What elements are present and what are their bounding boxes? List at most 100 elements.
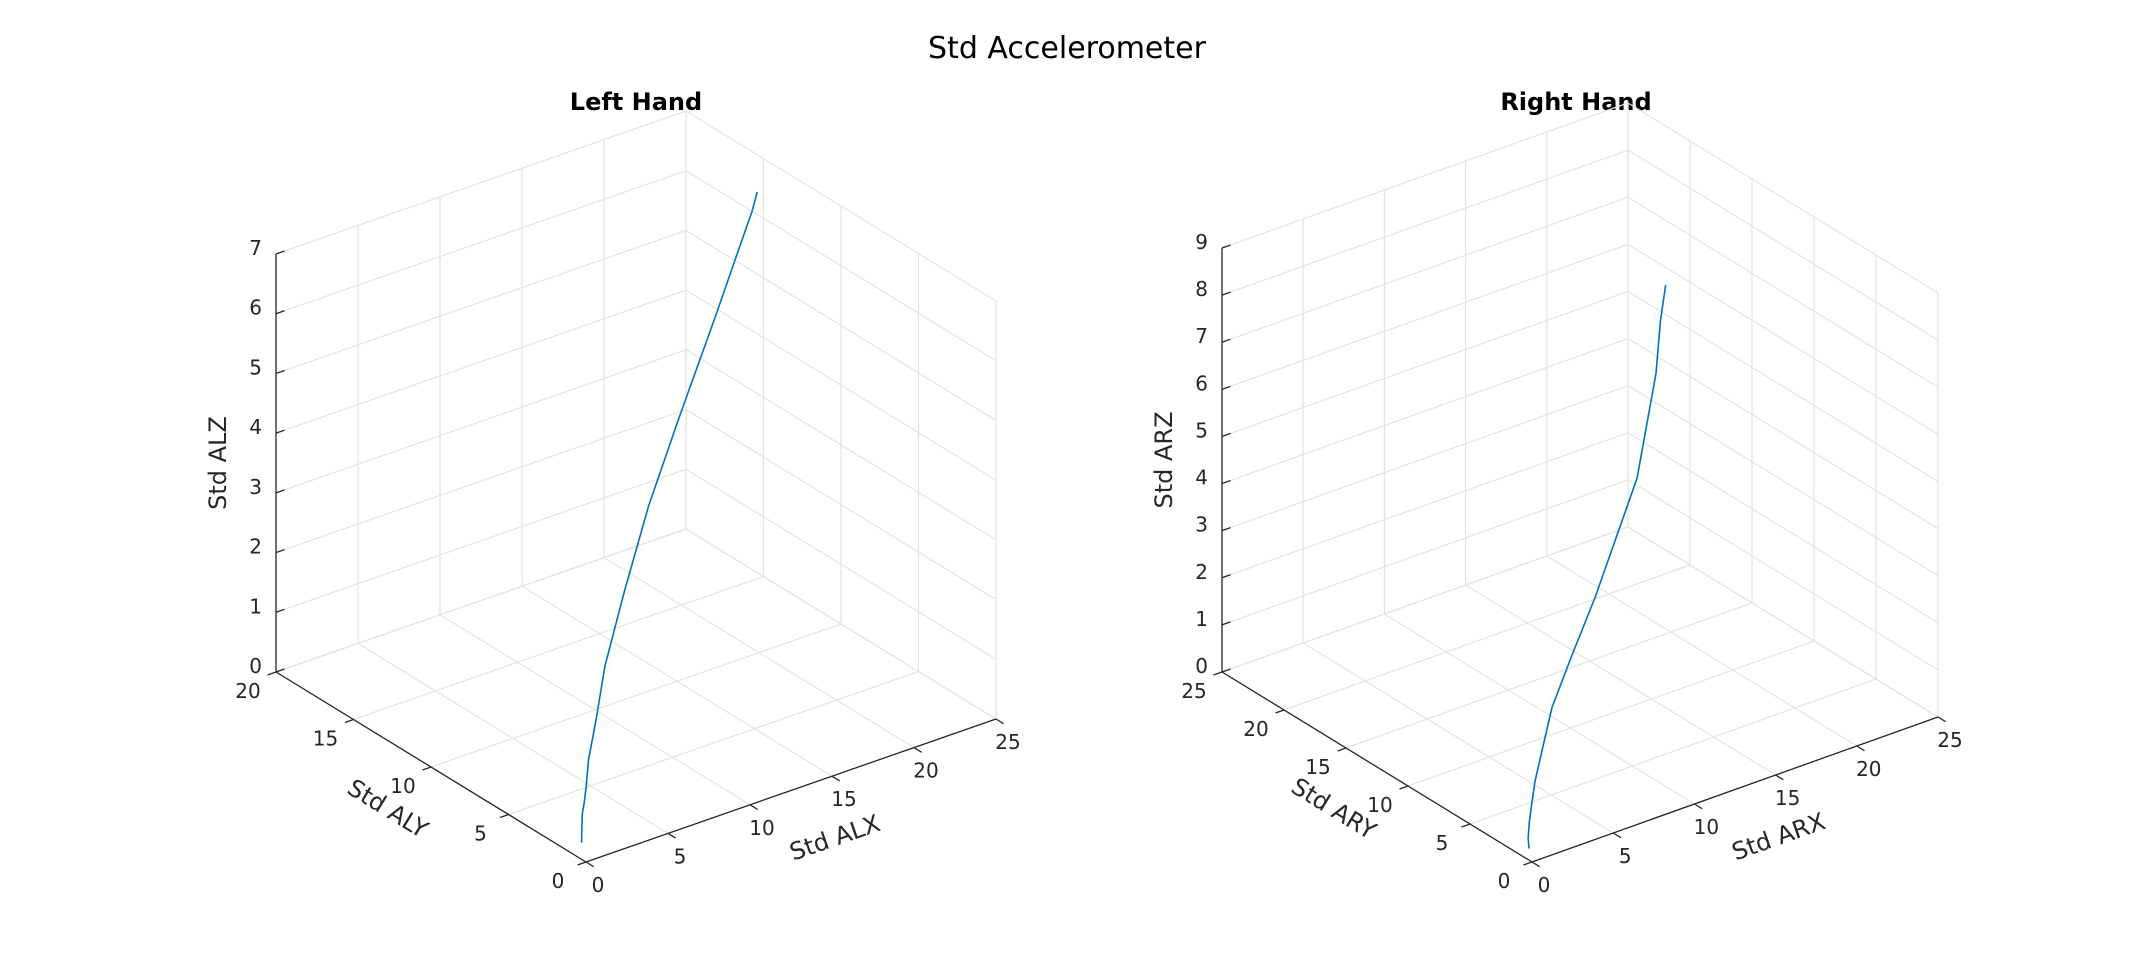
- left-y-tick-label: 15: [313, 727, 338, 751]
- back-wall-grid-line: [275, 229, 687, 374]
- side-wall-grid-line: [1627, 196, 1939, 388]
- left-x-tick-mark: [749, 804, 759, 811]
- left-x-tick-mark: [585, 861, 595, 868]
- floor-grid-line: [508, 670, 919, 816]
- left-x-tick-mark: [831, 775, 841, 782]
- floor-grid-line: [1469, 678, 1877, 825]
- back-wall-grid-line: [1221, 337, 1629, 485]
- floor-grid-line: [1384, 613, 1695, 805]
- left-data-series-line: [580, 191, 759, 843]
- right-x-tick-label: 15: [1775, 786, 1800, 810]
- right-z-tick-label: 1: [1195, 607, 1208, 631]
- side-wall-grid-line: [685, 110, 997, 302]
- left-x-tick-mark: [667, 832, 677, 839]
- left-x-tick-label: 25: [995, 730, 1020, 754]
- floor-grid-line: [1345, 602, 1753, 749]
- side-wall-grid-line: [685, 409, 997, 601]
- floor-grid-line: [1283, 564, 1691, 711]
- right-z-tick-label: 0: [1195, 654, 1208, 678]
- right-y-tick-mark: [1337, 747, 1347, 752]
- back-wall-grid-line: [275, 289, 687, 434]
- left-z-tick-label: 3: [249, 475, 262, 499]
- left-y-tick-label: 20: [235, 679, 260, 703]
- left-z-tick-mark: [275, 668, 285, 673]
- right-z-tick-label: 8: [1195, 277, 1208, 301]
- right-z-tick-label: 3: [1195, 513, 1208, 537]
- left-x-tick-label: 10: [749, 816, 774, 840]
- right-y-tick-label: 0: [1498, 869, 1511, 893]
- right-x-axis-line: [1531, 716, 1939, 863]
- right-x-axis-label: Std ARX: [1728, 807, 1829, 866]
- left-x-tick-mark: [995, 718, 1005, 725]
- side-wall-grid-line: [685, 289, 997, 481]
- left-y-tick-mark: [499, 813, 509, 819]
- left-z-tick-label: 1: [249, 594, 262, 618]
- floor-grid-line: [1546, 555, 1858, 747]
- back-wall-grid-line: [1221, 526, 1629, 673]
- floor-grid-line: [430, 623, 842, 768]
- back-wall-grid-line: [275, 110, 687, 255]
- back-wall-grid-line: [1221, 479, 1629, 626]
- right-x-tick-mark: [1531, 861, 1541, 868]
- right-y-tick-mark: [1399, 785, 1409, 790]
- left-z-tick-label: 5: [249, 355, 262, 379]
- left-z-tick-label: 7: [249, 236, 262, 260]
- left-y-tick-label: 0: [552, 869, 565, 893]
- floor-grid-line: [1302, 642, 1614, 834]
- right-y-tick-label: 20: [1243, 717, 1268, 741]
- left-hand-title: Left Hand: [570, 88, 702, 116]
- left-z-tick-label: 2: [249, 535, 262, 559]
- right-z-tick-label: 6: [1195, 371, 1208, 395]
- side-wall-grid-line: [685, 229, 997, 421]
- right-z-axis-label: Std ARZ: [1150, 411, 1178, 508]
- left-z-tick-mark: [275, 489, 285, 494]
- right-z-tick-mark: [1221, 385, 1231, 390]
- back-wall-grid-line: [275, 349, 687, 494]
- right-z-tick-mark: [1221, 338, 1231, 343]
- right-z-tick-mark: [1221, 527, 1231, 532]
- figure-title: Std Accelerometer: [928, 31, 1207, 66]
- back-wall-grid-line: [1221, 385, 1629, 532]
- floor-grid-line: [1465, 584, 1776, 776]
- left-z-tick-label: 4: [249, 415, 262, 439]
- left-y-tick-mark: [422, 766, 432, 771]
- left-hand-panel: Left Hand 05101520250510152001234567Std …: [204, 88, 1021, 897]
- side-wall-grid-line: [1627, 102, 1939, 294]
- right-z-tick-label: 7: [1195, 324, 1208, 348]
- left-y-tick-mark: [344, 718, 354, 724]
- left-x-tick-label: 15: [831, 787, 856, 811]
- right-z-tick-mark: [1221, 668, 1231, 673]
- right-z-tick-label: 9: [1195, 230, 1208, 254]
- right-z-tick-label: 5: [1195, 418, 1208, 442]
- back-wall-grid-line: [1221, 102, 1629, 249]
- left-y-tick-label: 5: [474, 822, 487, 846]
- back-wall-grid-line: [1221, 243, 1629, 390]
- right-hand-panel: Right Hand 05101520250510152025012345678…: [1150, 88, 1963, 897]
- back-wall-grid-line: [1221, 432, 1629, 579]
- right-y-tick-mark: [1213, 671, 1223, 676]
- floor-grid-line: [1407, 640, 1815, 787]
- back-wall-grid-line: [275, 528, 687, 673]
- right-z-tick-mark: [1221, 291, 1231, 296]
- right-x-tick-label: 0: [1538, 873, 1551, 897]
- side-wall-grid-line: [1627, 149, 1939, 341]
- right-x-tick-label: 5: [1619, 844, 1632, 868]
- right-x-tick-mark: [1937, 716, 1947, 723]
- right-y-tick-label: 25: [1181, 679, 1206, 703]
- left-y-tick-mark: [267, 671, 277, 676]
- left-z-tick-mark: [275, 429, 285, 434]
- left-x-axis-line: [585, 718, 997, 863]
- left-z-axis-label: Std ALZ: [204, 416, 232, 510]
- side-wall-grid-line: [1627, 290, 1939, 482]
- back-wall-grid-line: [275, 409, 687, 554]
- floor-grid-line: [353, 575, 764, 721]
- side-wall-grid-line: [1627, 385, 1939, 577]
- side-wall-grid-line: [1627, 243, 1939, 435]
- side-wall-grid-line: [1627, 338, 1939, 530]
- left-x-axis-label: Std ALX: [786, 809, 884, 866]
- right-z-tick-label: 4: [1195, 466, 1208, 490]
- left-x-tick-label: 20: [913, 759, 938, 783]
